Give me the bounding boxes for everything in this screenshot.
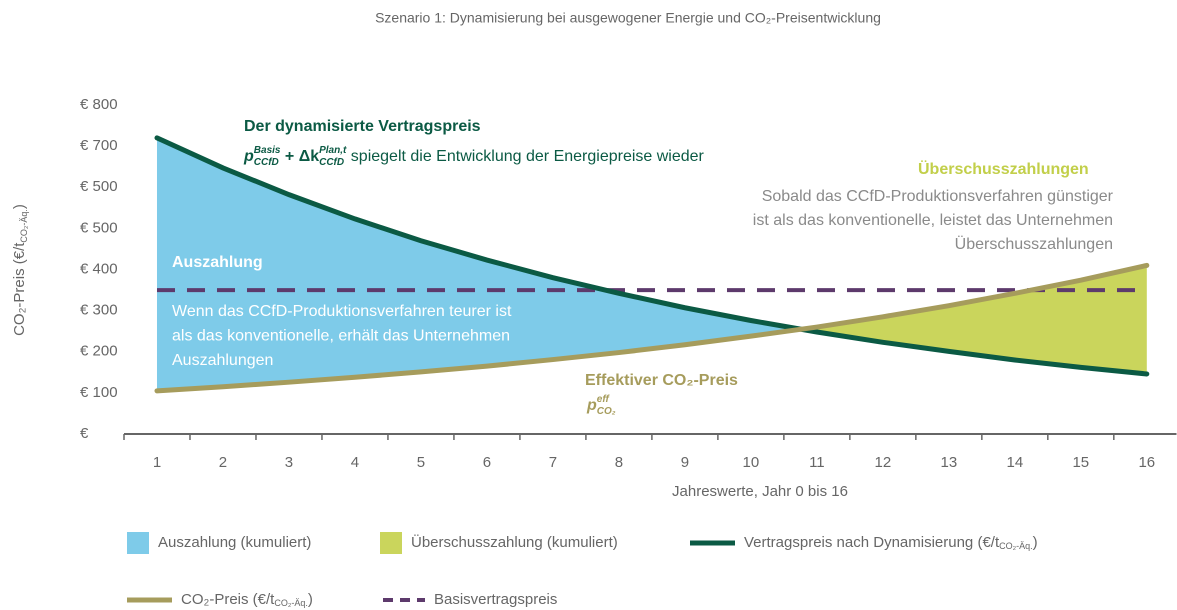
annotation-text: Überschusszahlungen	[955, 235, 1113, 253]
legend-label-text: Vertragspreis nach Dynamisierung (€/t	[744, 534, 1000, 551]
x-tick-label: 9	[681, 454, 689, 471]
legend-swatch	[380, 532, 402, 554]
y-axis-label-sub: CO₂-Äq.	[19, 209, 29, 243]
annotation-formula: pBasis CCfD + ΔkPlan,t CCfD spiegelt die E…	[243, 145, 705, 168]
y-tick-label: €	[80, 425, 89, 442]
area	[156, 137, 802, 391]
formula-part: + Δk	[280, 148, 319, 165]
y-tick-label: € 500	[80, 219, 118, 236]
x-tick-label: 2	[219, 454, 227, 471]
x-tick-label: 6	[483, 454, 491, 471]
legend-label: Überschusszahlung (kumuliert)	[411, 533, 618, 551]
legend-label: Basisvertragspreis	[434, 591, 557, 608]
formula-part: eff	[597, 394, 611, 405]
legend-label: Auszahlung (kumuliert)	[158, 534, 311, 551]
formula-part: p	[586, 397, 597, 414]
x-tick-label: 15	[1072, 454, 1089, 471]
legend-label-sub: CO₂-Äq.	[999, 541, 1033, 551]
y-tick-label: € 100	[80, 384, 118, 401]
x-axis-label: Jahreswerte, Jahr 0 bis 16	[672, 483, 848, 500]
legend-label-end: )	[308, 591, 313, 608]
legend-label: Vertragspreis nach Dynamisierung (€/tCO₂…	[744, 534, 1038, 551]
area	[801, 265, 1147, 374]
annotation-title: Der dynamisierte Vertragspreis	[244, 118, 481, 135]
formula-part: spiegelt die Entwicklung der Energieprei…	[346, 148, 704, 165]
x-tick-label: 1	[153, 454, 161, 471]
legend-label: CO₂-Preis (€/tCO₂-Äq.)	[181, 591, 313, 608]
y-tick-label: € 400	[80, 260, 118, 277]
annotation-formula: peff CO₂	[586, 394, 616, 417]
formula-part: CCfD	[319, 157, 344, 168]
series-line	[154, 135, 1150, 377]
x-tick-label: 16	[1138, 454, 1155, 471]
x-tick-label: 4	[351, 454, 359, 471]
x-tick-label: 13	[940, 454, 957, 471]
y-tick-label: € 300	[80, 302, 118, 319]
x-tick-label: 3	[285, 454, 293, 471]
legend-label-sub: CO₂-Äq.	[274, 598, 308, 608]
formula-part: Basis	[254, 145, 281, 156]
legend-label-text: CO₂-Preis (€/t	[181, 591, 275, 608]
y-tick-label: € 200	[80, 343, 118, 360]
annotation-text: als das konventionelle, erhält das Unter…	[172, 328, 510, 345]
formula-part: CO₂	[597, 406, 616, 417]
series-line	[154, 262, 1150, 394]
x-tick-label: 7	[549, 454, 557, 471]
legend-swatch	[127, 532, 149, 554]
legend: Auszahlung (kumuliert) Überschusszahlung …	[127, 532, 1038, 608]
x-tick-label: 5	[417, 454, 425, 471]
annotation-text: ist als das konventionelle, leistet das …	[753, 212, 1113, 229]
annotation-title: Auszahlung	[172, 254, 263, 271]
annotation-text: Wenn das CCfD-Produktionsverfahren teure…	[172, 303, 512, 320]
y-tick-label: € 800	[80, 96, 118, 113]
legend-label-text: Basisvertragspreis	[434, 591, 557, 608]
formula-part: Plan,t	[319, 145, 347, 156]
x-tick-label: 12	[875, 454, 892, 471]
formula-part: CCfD	[254, 157, 279, 168]
annotation-text: Sobald das CCfD-Produktionsverfahren gün…	[762, 188, 1114, 205]
y-axis-label-text: CO₂-Preis (€/t	[11, 242, 28, 336]
y-tick-label: € 700	[80, 137, 118, 154]
x-tick-label: 14	[1006, 454, 1023, 471]
y-axis-label-end: )	[11, 204, 28, 209]
y-axis-label: CO₂-Preis (€/tCO₂-Äq.)	[11, 204, 29, 336]
y-tick-label: € 500	[80, 178, 118, 195]
annotation-title: Überschusszahlungen	[918, 159, 1089, 178]
x-tick-label: 11	[809, 454, 825, 471]
legend-label-end: )	[1033, 534, 1038, 551]
x-tick-label: 10	[743, 454, 760, 471]
x-tick-label: 8	[615, 454, 623, 471]
annotation-text: Auszahlungen	[172, 352, 273, 369]
formula-part: p	[243, 148, 254, 165]
chart-title: Szenario 1: Dynamisierung bei ausgewogen…	[375, 10, 881, 26]
annotation-title: Effektiver CO₂-Preis	[585, 372, 738, 389]
